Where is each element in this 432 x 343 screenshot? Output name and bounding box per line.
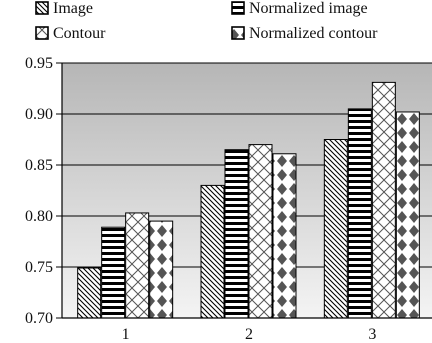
x-tick-label: 1 xyxy=(122,326,130,343)
bar-normalized-image-3 xyxy=(347,108,372,319)
legend-swatch xyxy=(35,1,49,15)
x-tick-labels: 1 2 3 xyxy=(122,326,377,343)
bar-contour-1 xyxy=(125,212,150,319)
legend-label: Normalized image xyxy=(249,0,368,17)
bar-normalized-contour-2 xyxy=(272,153,297,319)
x-tick-label: 2 xyxy=(245,326,253,343)
legend-label: Image xyxy=(53,0,93,17)
y-tick-label: 0.70 xyxy=(25,310,53,327)
bar-image-1 xyxy=(77,267,102,319)
legend-swatch xyxy=(35,26,49,40)
bar-contour-2 xyxy=(248,144,273,319)
y-tick-label: 0.90 xyxy=(25,106,53,123)
bar-normalized-contour-1 xyxy=(149,220,174,319)
y-tick-label: 0.95 xyxy=(25,55,53,72)
legend-swatch xyxy=(231,26,245,40)
axes xyxy=(56,62,432,319)
bar-image-3 xyxy=(323,139,348,319)
bar-contour-3 xyxy=(371,81,396,319)
y-tick-labels: 0.95 0.90 0.85 0.80 0.75 0.70 xyxy=(25,55,53,327)
legend: Image Normalized image Contour Normalized c… xyxy=(35,0,378,42)
bar-normalized-image-2 xyxy=(224,149,249,319)
legend-label: Normalized contour xyxy=(249,25,378,42)
bar-normalized-contour-3 xyxy=(395,111,420,319)
bar-image-2 xyxy=(200,184,225,319)
y-tick-label: 0.85 xyxy=(25,157,53,174)
y-tick-label: 0.75 xyxy=(25,259,53,276)
y-tick-label: 0.80 xyxy=(25,208,53,225)
x-tick-label: 3 xyxy=(368,326,376,343)
bar-normalized-image-1 xyxy=(101,226,126,319)
legend-swatch xyxy=(231,1,245,15)
legend-label: Contour xyxy=(53,25,106,42)
